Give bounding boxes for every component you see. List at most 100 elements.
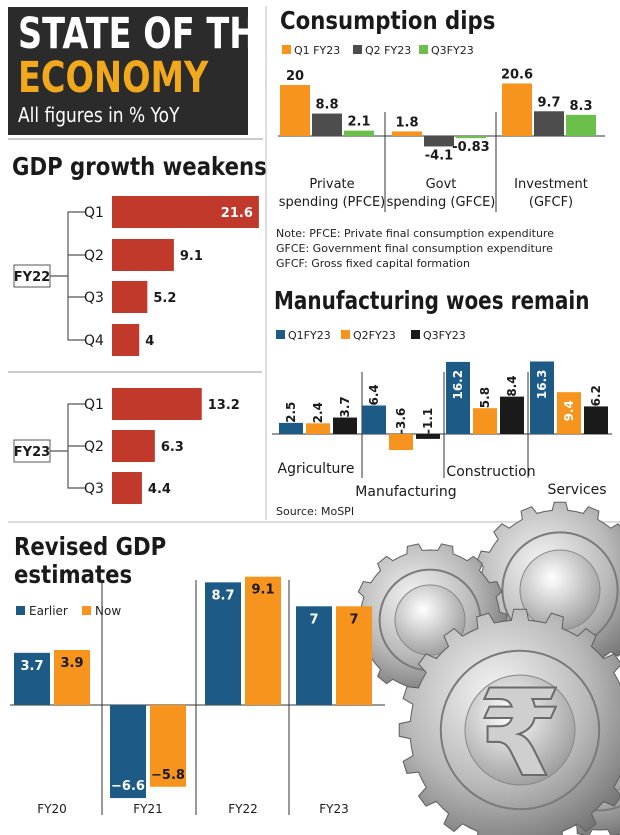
gear-hub [464, 674, 576, 786]
header-subtitle: All figures in % YoY [18, 103, 180, 127]
data-label: 20 [286, 69, 304, 84]
data-label: 6.3 [161, 440, 184, 455]
legend-label: Q1FY23 [288, 329, 331, 342]
category-label: FY20 [37, 802, 67, 816]
data-label: 2.1 [347, 115, 370, 130]
bar [502, 83, 532, 136]
bar [306, 423, 330, 434]
data-label: 16.2 [451, 370, 465, 400]
bar [296, 606, 332, 705]
data-label: 9.1 [251, 583, 274, 598]
data-label: 4.4 [148, 482, 171, 497]
data-label: 5.8 [478, 387, 492, 408]
gear-main [398, 608, 620, 835]
bar [112, 281, 148, 313]
category-label: Services [547, 482, 606, 498]
group-label: FY22 [14, 270, 50, 285]
bar [112, 430, 155, 462]
revised-title: Revised GDP estimates [14, 533, 166, 589]
bar [362, 405, 386, 434]
legend-swatch [419, 45, 428, 54]
header-title-line2: ECONOMY [18, 53, 209, 103]
data-label: 21.6 [221, 206, 253, 221]
bar [392, 131, 422, 136]
gears-illustration: ₹ [352, 501, 620, 835]
bar [336, 606, 372, 705]
data-label: 3.9 [60, 656, 83, 671]
bar [112, 388, 202, 420]
data-label: 9.1 [180, 249, 203, 264]
data-label: 3.7 [338, 396, 352, 417]
category-label: Manufacturing [355, 484, 456, 500]
bar [534, 111, 564, 136]
data-label: −6.6 [111, 779, 145, 794]
data-label: 8.3 [569, 99, 592, 114]
gdp-growth-chart: FY22 Q1 21.6 Q2 9.1 Q3 5.2 Q4 4 FY23 Q1 13.2 Q2 6.3 Q3… [13, 196, 259, 504]
bar [280, 85, 310, 136]
bar [112, 239, 174, 271]
revised-title-line2: estimates [14, 560, 133, 589]
bar [557, 392, 581, 434]
bar [344, 130, 374, 136]
manufacturing-chart: Q1FY23 Q2FY23 Q3FY23 2.5 2.4 3.7 6.4 -3.6 -1.1 16… [272, 329, 612, 500]
manufacturing-title: Manufacturing woes remain [274, 286, 590, 315]
legend-label: Q2 FY23 [365, 44, 411, 57]
bar [205, 582, 241, 705]
category-label: Agriculture [278, 461, 355, 477]
quarter-label: Q3 [84, 290, 104, 306]
data-label: 8.7 [211, 588, 234, 603]
category-label: Construction [446, 464, 535, 480]
category-label: FY21 [133, 802, 163, 816]
bar [416, 434, 440, 439]
consumption-title: Consumption dips [280, 6, 496, 35]
quarter-label: Q4 [84, 333, 104, 349]
consumption-chart: Q1 FY23 Q2 FY23 Q3FY23 20 8.8 2.1 Private spend… [278, 44, 605, 212]
category-label: (GFCF) [529, 195, 573, 210]
bar [500, 396, 524, 434]
data-label: -3.6 [394, 408, 408, 434]
category-label: Investment [514, 177, 588, 192]
bar [456, 136, 486, 139]
bar [473, 408, 497, 434]
legend-label: Earlier [29, 604, 68, 618]
data-label: 5.2 [153, 291, 176, 306]
data-label: 13.2 [208, 398, 240, 413]
legend-swatch [411, 330, 420, 339]
data-label: 8.4 [505, 375, 519, 396]
source-note: Source: MoSPI [276, 505, 355, 518]
rupee-symbol: ₹ [478, 665, 562, 804]
data-label: 9.4 [562, 400, 576, 421]
revised-gdp-chart: Earlier Now 3.7 3.9 FY20 −6.6 −5.8 FY21 8.7 9.1 FY… [10, 576, 385, 816]
legend-swatch [353, 45, 362, 54]
bar [584, 406, 608, 434]
category-label: spending (GFCE) [387, 195, 496, 210]
legend-swatch [341, 330, 350, 339]
data-label: -4.1 [425, 148, 453, 163]
group-bracket [67, 211, 86, 341]
data-label: 3.7 [20, 659, 43, 674]
bar [530, 361, 554, 434]
category-label: Private [309, 177, 354, 192]
data-label: 2.4 [311, 402, 325, 423]
data-label: 20.6 [501, 67, 533, 82]
data-label: 2.5 [284, 402, 298, 423]
group-label: FY23 [14, 445, 50, 460]
gear-ring [439, 649, 601, 811]
quarter-label: Q1 [84, 205, 104, 221]
quarter-label: Q2 [84, 439, 104, 455]
legend-swatch [82, 606, 91, 615]
data-label: 7 [309, 612, 318, 627]
bar [312, 113, 342, 136]
bar [446, 361, 470, 434]
bar [566, 114, 596, 136]
quarter-label: Q2 [84, 248, 104, 264]
data-label: −5.8 [151, 768, 185, 783]
data-label: 6.2 [589, 385, 603, 406]
bar [112, 472, 142, 504]
consumption-note-2: GFCE: Government final consumption expen… [276, 242, 553, 255]
legend-swatch [16, 606, 25, 615]
data-label: 1.8 [395, 115, 418, 130]
revised-title-line1: Revised GDP [14, 532, 167, 561]
bar [112, 196, 259, 228]
data-label: 6.4 [367, 384, 381, 405]
